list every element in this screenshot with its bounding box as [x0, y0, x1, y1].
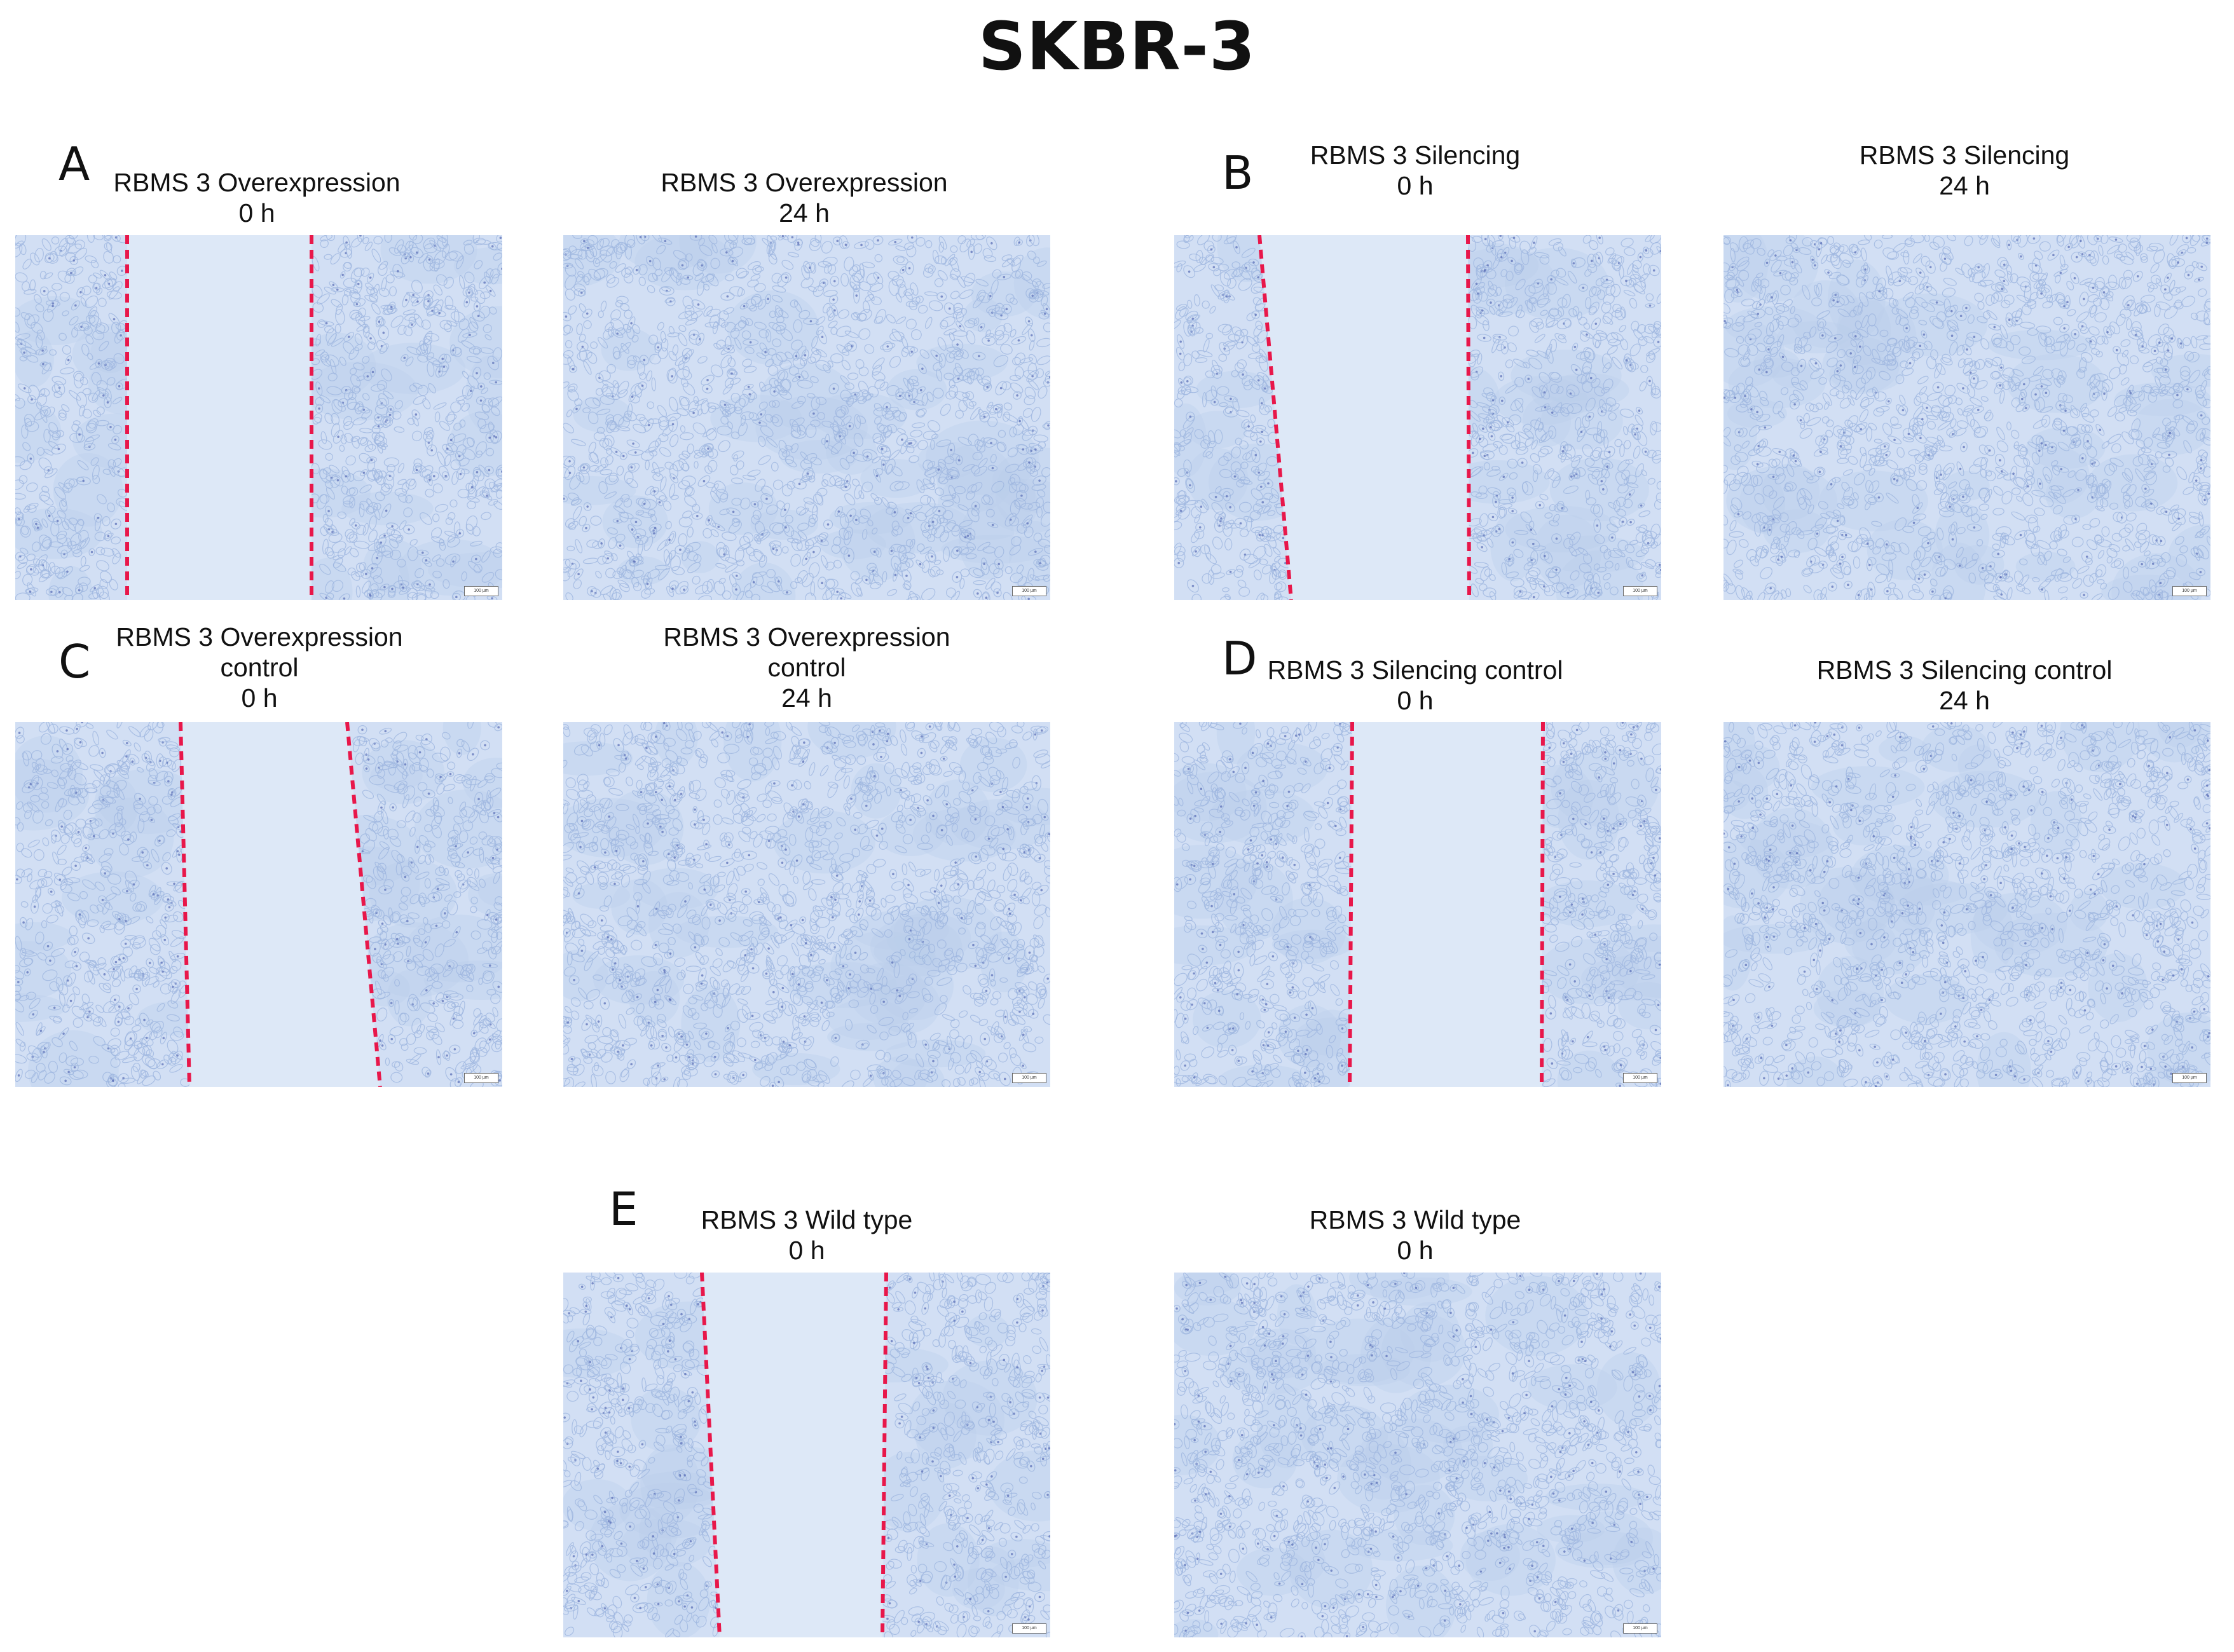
micrograph-texture [1723, 722, 2210, 1087]
panel-letter-a: A [58, 137, 90, 191]
caption-line: 0 h [1397, 1236, 1434, 1265]
caption-line: control [767, 653, 846, 682]
wound-edge-right [345, 722, 382, 1087]
caption-e-second: RBMS 3 Wild type 0 h [1167, 1205, 1663, 1266]
micrograph-texture [15, 722, 502, 1087]
caption-line: control [220, 653, 299, 682]
micrograph-texture [563, 722, 1050, 1087]
wound-edge-left [179, 722, 191, 1087]
caption-line: RBMS 3 Wild type [701, 1205, 913, 1234]
caption-e-0h: RBMS 3 Wild type 0 h [559, 1205, 1055, 1266]
wound-edge-left [700, 1273, 722, 1637]
panel-letter-e: E [609, 1182, 638, 1236]
micrograph-texture [15, 235, 502, 600]
micrograph-d-0h: 100 µm [1174, 722, 1661, 1087]
micrograph-e-second: 100 µm [1174, 1273, 1661, 1637]
scale-bar: 100 µm [1012, 1073, 1046, 1083]
caption-line: RBMS 3 Overexpression [663, 622, 950, 652]
caption-line: 0 h [238, 198, 275, 228]
scale-bar: 100 µm [1623, 1073, 1657, 1083]
micrograph-texture [1723, 235, 2210, 600]
caption-line: RBMS 3 Silencing control [1816, 655, 2113, 685]
caption-line: 24 h [779, 198, 830, 228]
wound-edge-left [1257, 235, 1293, 600]
caption-b-0h: RBMS 3 Silencing 0 h [1167, 140, 1663, 201]
wound-edge-left [1348, 722, 1354, 1087]
caption-line: 0 h [241, 683, 278, 713]
scale-bar: 100 µm [1012, 1623, 1046, 1634]
micrograph-d-24h: 100 µm [1723, 722, 2210, 1087]
caption-line: 0 h [1397, 686, 1434, 715]
wound-edge-right [1466, 235, 1471, 600]
caption-a-24h: RBMS 3 Overexpression 24 h [556, 167, 1052, 228]
caption-line: RBMS 3 Overexpression [113, 168, 401, 197]
micrograph-a-24h: 100 µm [563, 235, 1050, 600]
caption-line: RBMS 3 Overexpression [661, 168, 948, 197]
caption-c-24h: RBMS 3 Overexpression control 24 h [559, 622, 1055, 713]
caption-line: RBMS 3 Silencing [1310, 140, 1521, 170]
micrograph-c-0h: 100 µm [15, 722, 502, 1087]
micrograph-a-0h: 100 µm [15, 235, 502, 600]
panel-letter-d: D [1222, 632, 1257, 685]
micrograph-c-24h: 100 µm [563, 722, 1050, 1087]
wound-edge-right [881, 1273, 888, 1637]
figure-title: SKBR-3 [978, 8, 1256, 85]
caption-b-24h: RBMS 3 Silencing 24 h [1717, 140, 2212, 201]
caption-line: 0 h [1397, 171, 1434, 200]
scale-bar: 100 µm [2172, 1073, 2207, 1083]
scale-bar: 100 µm [1623, 586, 1657, 596]
micrograph-texture [563, 235, 1050, 600]
caption-line: RBMS 3 Wild type [1309, 1205, 1521, 1234]
scale-bar: 100 µm [464, 1073, 498, 1083]
scale-bar: 100 µm [1623, 1623, 1657, 1634]
micrograph-texture [563, 1273, 1050, 1637]
caption-d-24h: RBMS 3 Silencing control 24 h [1717, 655, 2212, 716]
micrograph-texture [1174, 235, 1661, 600]
caption-line: RBMS 3 Overexpression [116, 622, 403, 652]
wound-edge-right [1540, 722, 1545, 1087]
micrograph-e-0h: 100 µm [563, 1273, 1050, 1637]
caption-line: RBMS 3 Silencing control [1267, 655, 1563, 685]
panel-letter-b: B [1222, 146, 1254, 200]
caption-c-0h: RBMS 3 Overexpression control 0 h [11, 622, 507, 713]
caption-line: RBMS 3 Silencing [1859, 140, 2070, 170]
micrograph-texture [1174, 1273, 1661, 1637]
scale-bar: 100 µm [464, 586, 498, 596]
micrograph-b-24h: 100 µm [1723, 235, 2210, 600]
scale-bar: 100 µm [2172, 586, 2207, 596]
caption-d-0h: RBMS 3 Silencing control 0 h [1167, 655, 1663, 716]
micrograph-b-0h: 100 µm [1174, 235, 1661, 600]
caption-line: 24 h [1939, 171, 1990, 200]
caption-line: 24 h [1939, 686, 1990, 715]
micrograph-texture [1174, 722, 1661, 1087]
panel-letter-c: C [58, 635, 91, 688]
caption-line: 24 h [781, 683, 832, 713]
scale-bar: 100 µm [1012, 586, 1046, 596]
caption-a-0h: RBMS 3 Overexpression 0 h [9, 167, 505, 228]
caption-line: 0 h [788, 1236, 825, 1265]
